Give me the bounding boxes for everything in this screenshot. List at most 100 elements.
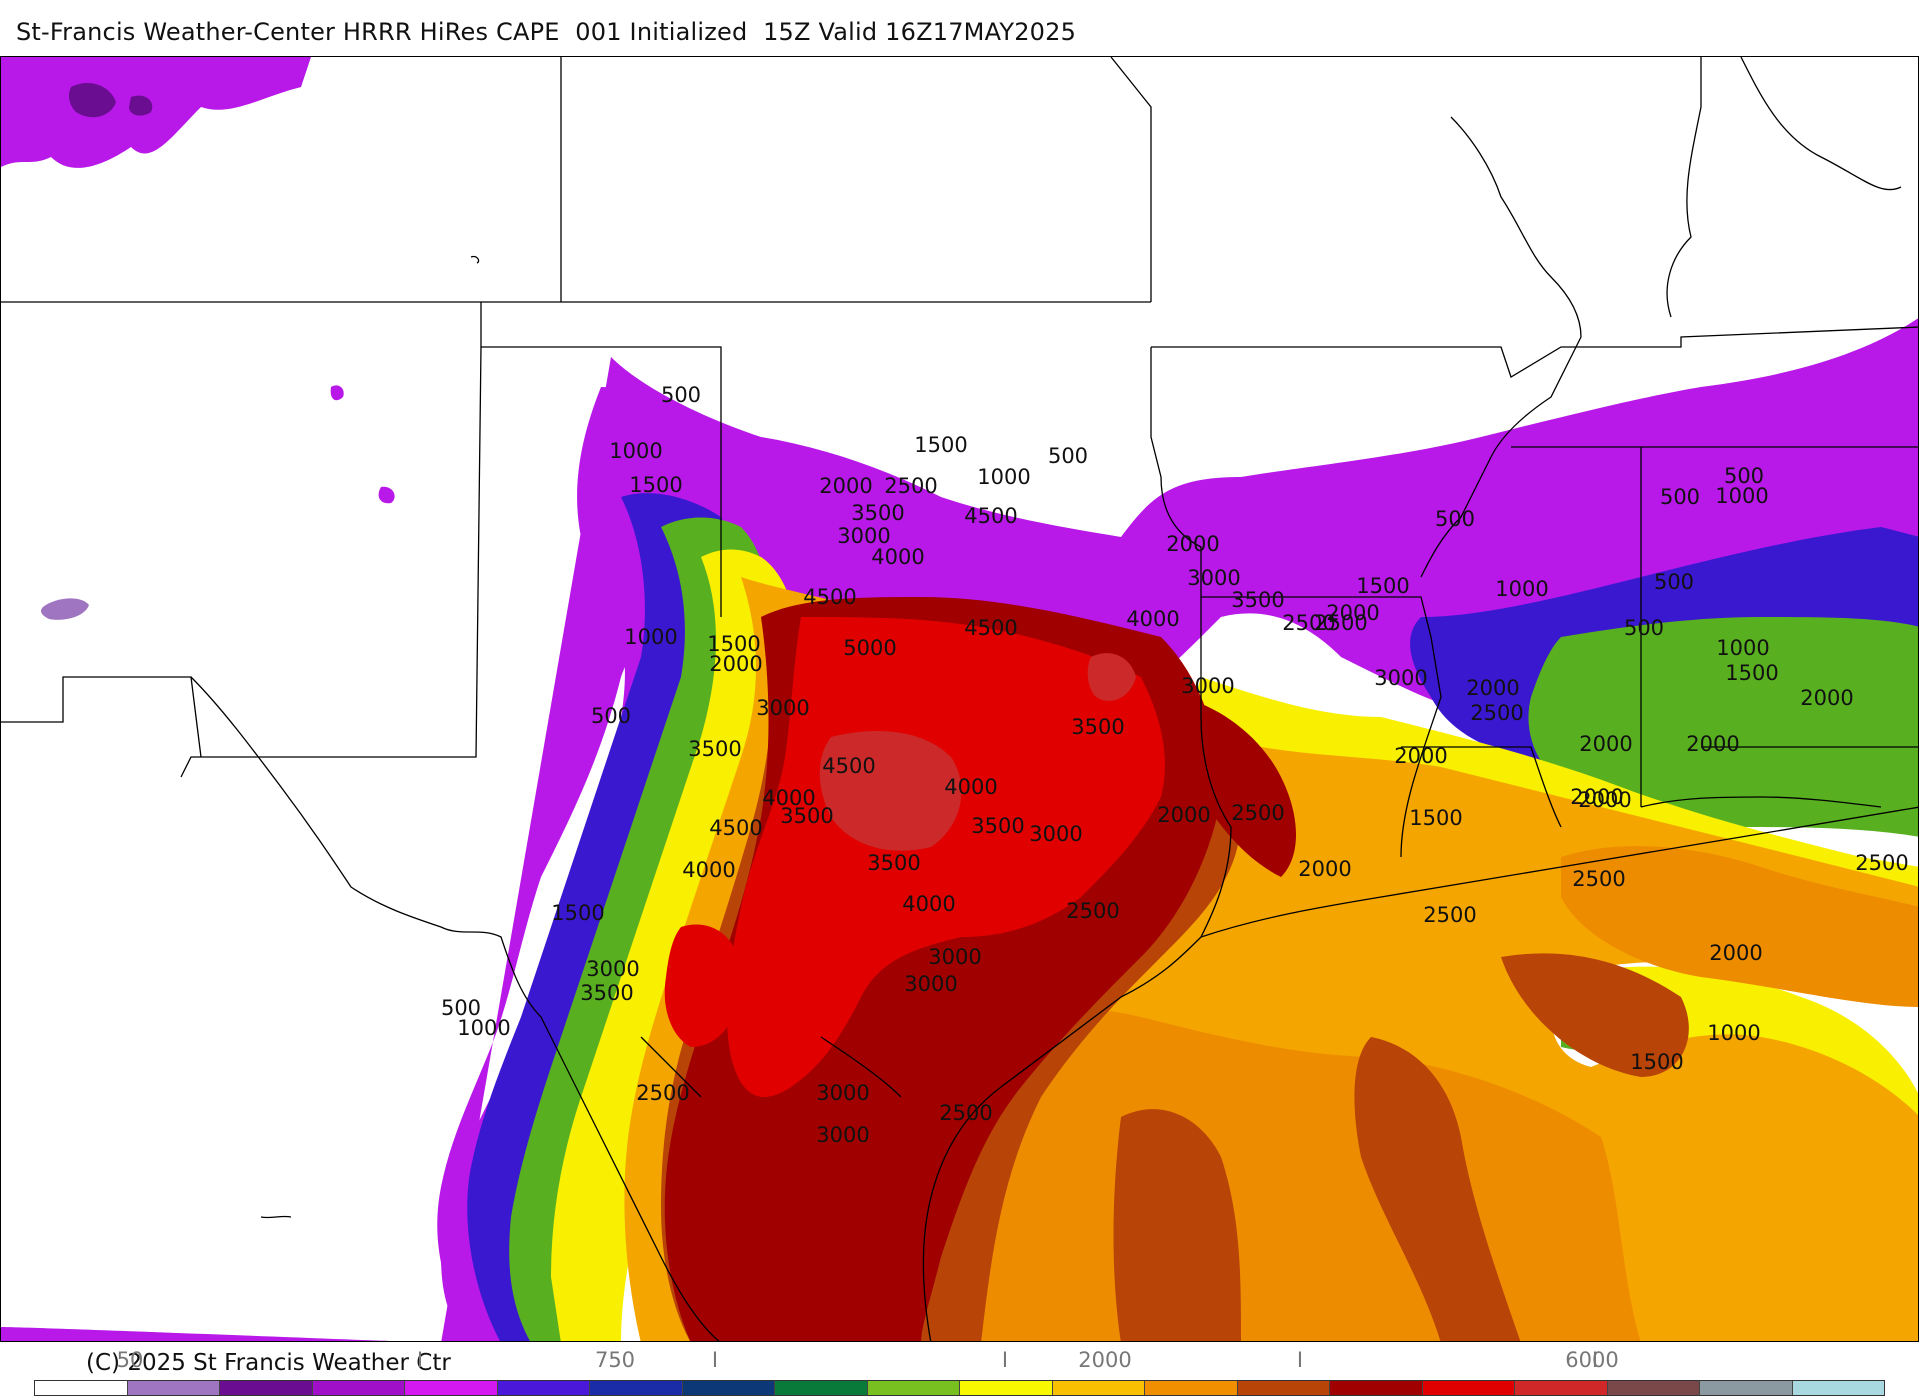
contour-label: 4500 [964, 504, 1017, 528]
colorbar-swatch [220, 1381, 313, 1395]
contour-label: 500 [1048, 444, 1088, 468]
contour-label: 3000 [1187, 566, 1240, 590]
contour-label: 2500 [1855, 851, 1908, 875]
contour-label: 4500 [803, 585, 856, 609]
colorbar-tick-label: 6000 [1565, 1348, 1619, 1372]
contour-label: 4000 [871, 545, 924, 569]
contour-label: 2500 [939, 1101, 992, 1125]
contour-label: 500 [661, 383, 701, 407]
colorbar-swatch [1145, 1381, 1238, 1395]
colorbar-tick-label: 2000 [1078, 1348, 1132, 1372]
contour-label: 4500 [709, 816, 762, 840]
cape-fill-purple-west [1, 318, 1918, 1341]
border-line [1150, 347, 1232, 938]
border-line [1201, 596, 1442, 858]
contour-label: 2000 [1326, 601, 1379, 625]
contour-label: 4000 [762, 786, 815, 810]
contour-label: 2000 [1709, 941, 1762, 965]
contour-label: 4000 [1126, 607, 1179, 631]
colorbar-swatch [775, 1381, 868, 1395]
colorbar-swatch [127, 1381, 220, 1395]
contour-label: 2500 [1314, 611, 1367, 635]
contour-label: 1500 [1356, 574, 1409, 598]
cape-fill-nw-blob-dark [68, 82, 153, 118]
contour-label: 1500 [1725, 661, 1778, 685]
contour-label: 2500 [636, 1081, 689, 1105]
contour-label: 1500 [551, 901, 604, 925]
contour-label: 500 [1435, 507, 1475, 531]
island [470, 255, 480, 264]
contour-label: 2500 [1231, 801, 1284, 825]
contour-label: 3000 [586, 957, 639, 981]
contour-label: 1500 [707, 632, 760, 656]
contour-label: 3000 [1029, 822, 1082, 846]
contour-label: 3000 [928, 945, 981, 969]
texas-river [640, 1036, 902, 1098]
contour-label: 1000 [1715, 484, 1768, 508]
rio-grande [190, 676, 720, 1341]
cape-fill-w-blob [41, 598, 89, 620]
contour-label: 5000 [843, 636, 896, 660]
contour-label: 2000 [1166, 532, 1219, 556]
contour-label: 2500 [1572, 867, 1625, 891]
contour-label: 1000 [1716, 636, 1769, 660]
contour-label: 2500 [1066, 899, 1119, 923]
texas-coast [922, 936, 1202, 1341]
contour-label: 1000 [1495, 577, 1548, 601]
cape-fill-w-blob2 [330, 385, 395, 504]
contour-label: 3500 [580, 981, 633, 1005]
colorbar-tick-label: I [1591, 1348, 1599, 1372]
border-line [1401, 746, 1562, 828]
contour-label: 3500 [1231, 588, 1284, 612]
contour-label: 500 [591, 704, 631, 728]
contour-label: 3000 [1181, 674, 1234, 698]
contour-label: 3500 [971, 814, 1024, 838]
contour-label: 1000 [624, 625, 677, 649]
contour-label: 2500 [1470, 701, 1523, 725]
cape-fill-nw-blob [1, 57, 311, 168]
colorbar-swatch [405, 1381, 498, 1395]
contour-label: 2000 [1579, 732, 1632, 756]
border-line [1666, 57, 1702, 318]
colorbar-tick-label: I [1296, 1348, 1304, 1372]
colorbar-swatch [35, 1381, 128, 1395]
contour-label: 2500 [884, 474, 937, 498]
contour-label: 2000 [1466, 676, 1519, 700]
cape-map: 500 1000 1500 1500 1000 500 2000 2500 3500 3000 45… [0, 56, 1919, 1342]
colorbar-swatch [1515, 1381, 1608, 1395]
contour-label: 4000 [902, 892, 955, 916]
contour-label: 3000 [816, 1123, 869, 1147]
contour-label: 1500 [1409, 806, 1462, 830]
colorbar-swatch [1237, 1381, 1330, 1395]
contour-label: 4000 [682, 858, 735, 882]
contour-label: 500 [1654, 570, 1694, 594]
contour-label: 3000 [816, 1081, 869, 1105]
colorbar-tick-label: I [416, 1348, 424, 1372]
border-line [180, 346, 482, 778]
contour-label: 3500 [780, 804, 833, 828]
colorbar-swatch [960, 1381, 1053, 1395]
cape-shading [1, 57, 1918, 1341]
map-title: St-Francis Weather-Center HRRR HiRes CAP… [16, 18, 1077, 46]
colorbar-swatch [1330, 1381, 1423, 1395]
colorbar-swatch [867, 1381, 960, 1395]
colorbar-tick-label: I [1001, 1348, 1009, 1372]
contour-label: 1000 [1707, 1021, 1760, 1045]
contour-label: 4000 [944, 775, 997, 799]
colorbar-tick-label: 50 [116, 1348, 144, 1372]
contour-label: 2000 [709, 652, 762, 676]
colorbar [34, 1380, 1885, 1396]
contour-label: 2000 [1686, 732, 1739, 756]
contour-label: 1500 [629, 473, 682, 497]
contour-label: 3500 [1071, 715, 1124, 739]
contour-label: 2000 [1157, 803, 1210, 827]
contour-label: 1000 [977, 465, 1030, 489]
colorbar-swatch [312, 1381, 405, 1395]
baja-coast [260, 1215, 292, 1219]
border-line [1110, 57, 1152, 302]
colorbar-swatch [590, 1381, 683, 1395]
border-line [1740, 57, 1902, 191]
state-boundaries [1, 57, 1918, 1341]
